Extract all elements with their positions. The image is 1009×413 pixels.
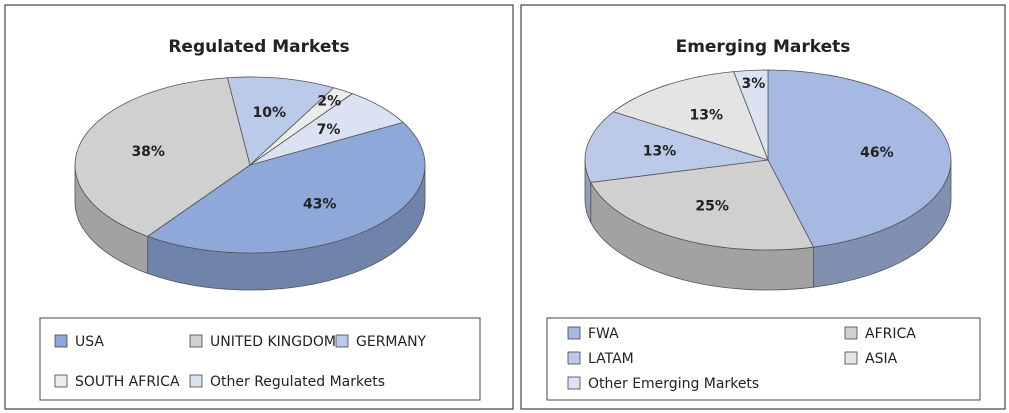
data-label: 46% <box>860 145 894 161</box>
slice <box>612 71 769 161</box>
legend-swatch <box>567 376 581 390</box>
legend-label: USA <box>75 334 104 350</box>
chart-title: Regulated Markets <box>168 37 349 57</box>
legend-swatch <box>844 351 858 365</box>
legend-label: ASIA <box>865 351 898 367</box>
data-label: 2% <box>317 94 341 110</box>
legend-label: UNITED KINGDOM <box>210 334 336 350</box>
legend-label: Other Regulated Markets <box>210 374 385 390</box>
slice <box>767 69 952 248</box>
slice <box>590 159 815 251</box>
legend-swatch <box>189 334 203 348</box>
data-label: 13% <box>643 144 677 160</box>
slice <box>584 111 769 183</box>
legend-label: Other Emerging Markets <box>588 376 759 392</box>
legend-swatch <box>54 374 68 388</box>
data-label: 25% <box>695 198 729 214</box>
data-label: 13% <box>690 107 724 123</box>
slice <box>733 69 769 161</box>
legend-swatch <box>189 374 203 388</box>
legend-box <box>546 317 981 401</box>
slice <box>74 77 251 237</box>
data-label: 10% <box>253 105 287 121</box>
legend-swatch <box>54 334 68 348</box>
legend-label: FWA <box>588 326 619 342</box>
slice <box>146 121 426 254</box>
legend-box <box>39 317 481 401</box>
legend-label: SOUTH AFRICA <box>75 374 180 390</box>
legend-label: AFRICA <box>865 326 916 342</box>
slice <box>226 76 335 166</box>
chart-title: Emerging Markets <box>676 37 851 57</box>
legend-label: GERMANY <box>356 334 427 350</box>
data-label: 38% <box>131 144 165 160</box>
data-label: 7% <box>317 122 341 138</box>
data-label: 43% <box>303 196 337 212</box>
legend-swatch <box>567 351 581 365</box>
data-label: 3% <box>741 76 765 92</box>
legend-swatch <box>335 334 349 348</box>
legend-swatch <box>567 326 581 340</box>
slice <box>249 93 404 166</box>
legend-swatch <box>844 326 858 340</box>
legend-label: LATAM <box>588 351 634 367</box>
